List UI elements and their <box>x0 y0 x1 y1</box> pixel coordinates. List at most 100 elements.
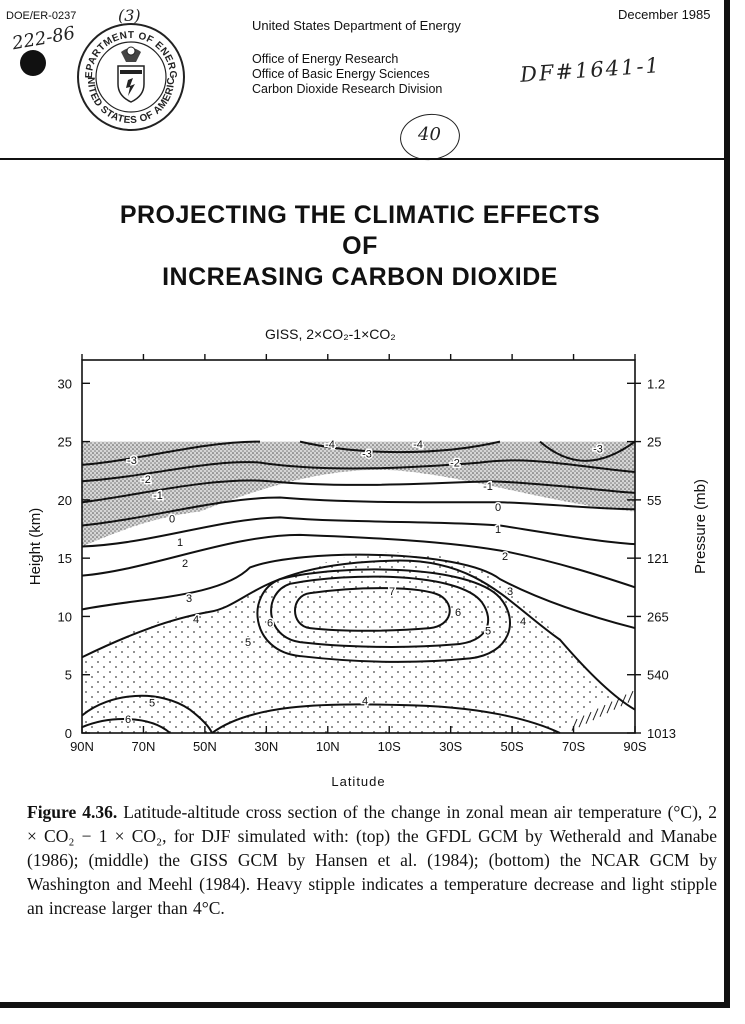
contour-label: 2 <box>182 558 188 570</box>
y-tick-label: 15 <box>58 551 72 566</box>
contour-label: 2 <box>502 551 508 563</box>
x-tick-label: 70S <box>562 739 585 754</box>
contour-label: -1 <box>483 481 493 493</box>
contour-line <box>294 587 451 632</box>
handwritten-page-number: 40 <box>418 124 441 145</box>
x-tick-label: 10S <box>378 739 401 754</box>
y-tick-label: 30 <box>58 376 72 391</box>
x-tick-label: 30S <box>439 739 462 754</box>
surface-hatch-mark <box>578 715 585 728</box>
surface-hatch-mark <box>592 708 599 721</box>
contour-label: 4 <box>193 614 199 626</box>
contour-label: -3 <box>127 455 137 467</box>
contour-line <box>81 533 636 589</box>
header-divider <box>0 158 724 160</box>
y2-axis-label: Pressure (mb) <box>692 479 709 574</box>
contour-label: 1 <box>177 537 183 549</box>
chart-title: GISS, 2×CO₂-1×CO₂ <box>265 326 396 342</box>
surface-hatch-mark <box>606 701 613 714</box>
contour-label: 5 <box>245 637 251 649</box>
contour-line <box>81 718 171 734</box>
contour-label: 0 <box>495 502 501 514</box>
contour-line <box>81 496 636 527</box>
contour-line <box>211 703 561 734</box>
contour-line <box>81 694 213 734</box>
caption-text: Latitude-altitude cross section of the c… <box>27 802 717 918</box>
contour-label: -4 <box>413 439 423 451</box>
y-axis-label: Height (km) <box>27 508 44 586</box>
plot-frame <box>81 359 636 734</box>
office-line: Office of Energy Research <box>252 52 399 66</box>
office-line: Office of Basic Energy Sciences <box>252 67 430 81</box>
x-tick-label: 50N <box>193 739 217 754</box>
title-line: PROJECTING THE CLIMATIC EFFECTS <box>119 201 601 229</box>
pressure-tick-label: 265 <box>647 609 669 624</box>
pressure-tick-label: 55 <box>647 493 661 508</box>
decrease-shading <box>82 441 635 547</box>
document-title: PROJECTING THE CLIMATIC EFFECTS OF INCRE… <box>30 200 690 293</box>
contour-label: -2 <box>450 458 460 470</box>
y-tick-label: 10 <box>58 609 72 624</box>
y-tick-label: 20 <box>58 493 72 508</box>
contour-label: -3 <box>362 448 372 460</box>
x-tick-label: 90N <box>70 739 94 754</box>
contour-label: 5 <box>149 698 155 710</box>
figure-caption: Figure 4.36. Latitude-altitude cross sect… <box>27 800 717 920</box>
contour-label: -1 <box>153 490 163 502</box>
surface-hatch-mark <box>585 711 592 724</box>
contour-line <box>270 575 490 648</box>
pressure-tick-label: 540 <box>647 668 669 683</box>
x-tick-label: 90S <box>623 739 646 754</box>
document-page: DOE/ER-0237 (3) 222-86 DEPARTMENT OF ENE… <box>0 0 730 1008</box>
document-id: DOE/ER-0237 <box>6 10 77 22</box>
handwritten-number: 222-86 <box>10 22 77 55</box>
x-tick-label: 10N <box>316 739 340 754</box>
doe-seal-logo: DEPARTMENT OF ENERGY UNITED STATES OF AM… <box>76 22 185 131</box>
publication-date: December 1985 <box>618 7 711 22</box>
contour-label: 5 <box>485 625 491 637</box>
handwritten-reference: DF#1641-1 <box>519 53 662 87</box>
pressure-tick-label: 121 <box>647 551 669 566</box>
contour-label: 6 <box>455 607 461 619</box>
contour-label: 4 <box>362 695 368 707</box>
contour-label: 1 <box>495 524 501 536</box>
figure-label: Figure 4.36. <box>27 802 118 822</box>
office-line: Carbon Dioxide Research Division <box>252 82 443 96</box>
contour-label: 0 <box>169 514 175 526</box>
ink-blot <box>20 50 46 76</box>
increase-shading <box>82 552 635 733</box>
office-list: Office of Energy Research Office of Basi… <box>252 52 442 97</box>
contour-label: 3 <box>186 593 192 605</box>
y-tick-label: 0 <box>65 726 72 741</box>
x-axis-label: Latitude <box>331 774 385 789</box>
contour-line <box>81 440 636 466</box>
contour-label: 6 <box>125 714 131 726</box>
surface-hatch-mark <box>599 704 606 717</box>
contour-label: -2 <box>141 474 151 486</box>
surface-hatch-mark <box>613 697 620 710</box>
surface-hatch-mark <box>571 718 578 731</box>
contour-line <box>81 553 636 630</box>
surface-hatch-mark <box>620 694 627 707</box>
surface-hatch-region <box>560 696 635 733</box>
contour-label: 6 <box>267 617 273 629</box>
y-tick-label: 25 <box>58 435 72 450</box>
contour-label: -3 <box>593 444 603 456</box>
agency-name: United States Department of Energy <box>252 18 461 33</box>
contour-label: 7 <box>389 586 395 598</box>
contour-line <box>81 479 636 504</box>
handwritten-mark: (3) <box>118 6 141 25</box>
surface-hatch-mark <box>627 690 634 703</box>
y-tick-label: 5 <box>65 668 72 683</box>
contour-line <box>256 568 511 663</box>
pressure-tick-label: 1.2 <box>647 376 665 391</box>
contour-line <box>81 516 636 548</box>
contour-line <box>81 459 636 483</box>
x-tick-label: 50S <box>501 739 524 754</box>
contour-label: -4 <box>325 439 335 451</box>
contour-line <box>81 559 636 711</box>
contour-label: 3 <box>507 586 513 598</box>
contour-label: 4 <box>520 616 526 628</box>
title-line: OF <box>342 232 378 260</box>
